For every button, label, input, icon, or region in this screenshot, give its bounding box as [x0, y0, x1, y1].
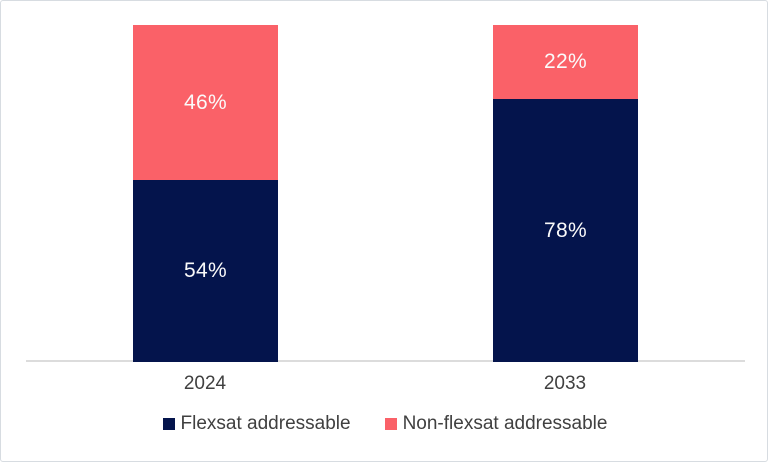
legend-swatch-non-flexsat-icon: [384, 418, 397, 430]
legend: Flexsat addressable Non-flexsat addressa…: [1, 413, 767, 435]
bar-segment-flexsat-addressable: 78%: [493, 99, 638, 362]
x-axis-line: [26, 360, 745, 362]
legend-label-flexsat: Flexsat addressable: [180, 413, 351, 434]
legend-label-non-flexsat: Non-flexsat addressable: [402, 413, 608, 434]
legend-item-flexsat: Flexsat addressable: [162, 413, 351, 435]
x-axis-labels: 2024 2033: [1, 373, 767, 399]
legend-swatch-flexsat-icon: [162, 418, 175, 430]
segment-label: 46%: [184, 90, 227, 114]
bar-segment-non-flexsat-addressable: 46%: [133, 25, 278, 181]
bar-segment-flexsat-addressable: 54%: [133, 180, 278, 362]
x-axis-label-2033: 2033: [543, 373, 587, 394]
segment-label: 78%: [544, 218, 587, 242]
plot-area: 46% 54% 22% 78%: [1, 1, 767, 362]
bar-segment-non-flexsat-addressable: 22%: [493, 25, 638, 100]
bar-2024: 46% 54%: [133, 25, 278, 362]
segment-label: 22%: [544, 50, 587, 74]
segment-label: 54%: [184, 259, 227, 282]
bar-2033: 22% 78%: [493, 25, 638, 362]
x-axis-label-2024: 2024: [183, 373, 227, 394]
legend-item-non-flexsat: Non-flexsat addressable: [384, 413, 608, 435]
